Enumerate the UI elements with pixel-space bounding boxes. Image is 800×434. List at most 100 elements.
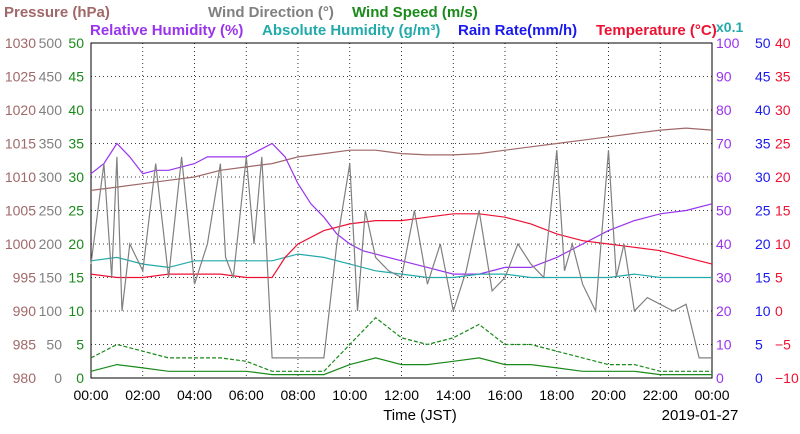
series-relative-humidity <box>90 142 713 275</box>
tick-rain-rate-9: 5 <box>755 337 763 353</box>
series-absolute-humidity-g-m <box>90 253 712 279</box>
tick-pressure-1: 1025 <box>5 69 36 85</box>
legend-temperature-c: Temperature (°C) <box>596 22 717 39</box>
x-tick-4: 08:00 <box>280 387 315 403</box>
tick-wind-direction-5: 250 <box>39 203 63 219</box>
tick-temperature-5: 15 <box>775 203 791 219</box>
tick-wind-direction-3: 350 <box>39 136 63 152</box>
tick-temperature-4: 20 <box>775 169 791 185</box>
tick-humidity-1: 90 <box>716 69 732 85</box>
plot-series <box>90 127 713 376</box>
right-axes: 1009080706050403020100504540353025201510… <box>716 35 799 386</box>
series-wind-direction <box>90 150 712 359</box>
tick-wind-direction-8: 100 <box>39 303 63 319</box>
series-pressure-hpa <box>90 127 713 191</box>
x-tick-0: 00:00 <box>73 387 108 403</box>
tick-pressure-5: 1005 <box>5 203 36 219</box>
x-tick-6: 12:00 <box>384 387 419 403</box>
series-wind-speed-gust-m-s <box>90 316 712 372</box>
x-tick-1: 02:00 <box>125 387 160 403</box>
tick-pressure-6: 1000 <box>5 236 36 252</box>
legend-multiplier: x0.1 <box>716 19 743 35</box>
tick-rain-rate-0: 50 <box>755 35 771 51</box>
tick-rain-rate-10: 0 <box>755 370 763 386</box>
tick-rain-rate-4: 30 <box>755 169 771 185</box>
series-temperature-c <box>90 213 713 279</box>
tick-rain-rate-2: 40 <box>755 102 771 118</box>
tick-humidity-10: 0 <box>716 370 724 386</box>
x-axis-label: Time (JST) <box>383 407 457 424</box>
tick-wind-direction-1: 450 <box>39 69 63 85</box>
legend-pressure-hpa: Pressure (hPa) <box>4 4 110 21</box>
tick-pressure-3: 1015 <box>5 136 36 152</box>
tick-rain-rate-7: 15 <box>755 270 771 286</box>
x-tick-12: 00:00 <box>694 387 729 403</box>
x-tick-9: 18:00 <box>539 387 574 403</box>
x-tick-5: 10:00 <box>332 387 367 403</box>
tick-rain-rate-3: 35 <box>755 136 771 152</box>
tick-wind-speed-5: 25 <box>68 203 84 219</box>
tick-wind-speed-0: 50 <box>68 35 84 51</box>
tick-wind-speed-7: 15 <box>68 270 84 286</box>
tick-pressure-10: 980 <box>13 370 37 386</box>
tick-humidity-8: 20 <box>716 303 732 319</box>
tick-pressure-9: 985 <box>13 337 37 353</box>
legend-absolute-humidity-g-m: Absolute Humidity (g/m³) <box>262 22 440 39</box>
x-tick-10: 20:00 <box>591 387 626 403</box>
tick-wind-direction-9: 50 <box>46 337 62 353</box>
plot-frame <box>90 42 713 379</box>
tick-humidity-6: 40 <box>716 236 732 252</box>
legend-row-2: Relative Humidity (%) Absolute Humidity (… <box>90 19 743 39</box>
legend-wind-speed-m-s: Wind Speed (m/s) <box>352 4 478 21</box>
tick-pressure-2: 1020 <box>5 102 36 118</box>
x-tick-8: 16:00 <box>487 387 522 403</box>
tick-pressure-8: 990 <box>13 303 37 319</box>
x-tick-11: 22:00 <box>643 387 678 403</box>
tick-rain-rate-6: 20 <box>755 236 771 252</box>
tick-humidity-3: 70 <box>716 136 732 152</box>
tick-temperature-7: 5 <box>775 270 783 286</box>
tick-wind-direction-10: 0 <box>54 370 62 386</box>
tick-temperature-8: 0 <box>775 303 783 319</box>
tick-humidity-9: 10 <box>716 337 732 353</box>
tick-temperature-9: −5 <box>775 337 791 353</box>
tick-wind-speed-4: 30 <box>68 169 84 185</box>
tick-wind-speed-9: 5 <box>76 337 84 353</box>
tick-temperature-0: 40 <box>775 35 791 51</box>
tick-humidity-5: 50 <box>716 203 732 219</box>
tick-wind-speed-10: 0 <box>76 370 84 386</box>
tick-temperature-6: 10 <box>775 236 791 252</box>
tick-rain-rate-1: 45 <box>755 69 771 85</box>
legend-row-1: Pressure (hPa) Wind Direction (°) Wind Spe… <box>4 4 478 21</box>
tick-pressure-0: 1030 <box>5 35 36 51</box>
left-axes: 1030102510201015101010051000995990985980… <box>5 35 84 386</box>
tick-wind-speed-2: 40 <box>68 102 84 118</box>
chart-date: 2019-01-27 <box>662 407 739 424</box>
tick-wind-speed-8: 10 <box>68 303 84 319</box>
legend-relative-humidity: Relative Humidity (%) <box>90 22 243 39</box>
tick-wind-direction-4: 300 <box>39 169 63 185</box>
tick-temperature-2: 30 <box>775 102 791 118</box>
tick-humidity-2: 80 <box>716 102 732 118</box>
x-tick-2: 04:00 <box>177 387 212 403</box>
x-tick-3: 06:00 <box>229 387 264 403</box>
legend-wind-direction: Wind Direction (°) <box>208 4 334 21</box>
tick-temperature-3: 25 <box>775 136 791 152</box>
x-tick-7: 14:00 <box>436 387 471 403</box>
x-axis-ticks: 00:00 02:00 04:00 06:00 08:00 10:00 12:00 14:00… <box>73 387 729 403</box>
tick-wind-direction-7: 150 <box>39 270 63 286</box>
tick-wind-speed-6: 20 <box>68 236 84 252</box>
tick-wind-direction-2: 400 <box>39 102 63 118</box>
tick-humidity-0: 100 <box>716 35 740 51</box>
tick-wind-speed-3: 35 <box>68 136 84 152</box>
tick-humidity-7: 30 <box>716 270 732 286</box>
tick-rain-rate-5: 25 <box>755 203 771 219</box>
tick-humidity-4: 60 <box>716 169 732 185</box>
tick-pressure-7: 995 <box>13 270 37 286</box>
series-wind-speed-m-s <box>90 357 712 376</box>
tick-temperature-10: −10 <box>775 370 799 386</box>
tick-temperature-1: 35 <box>775 69 791 85</box>
tick-rain-rate-8: 10 <box>755 303 771 319</box>
plot-grid <box>91 43 712 378</box>
